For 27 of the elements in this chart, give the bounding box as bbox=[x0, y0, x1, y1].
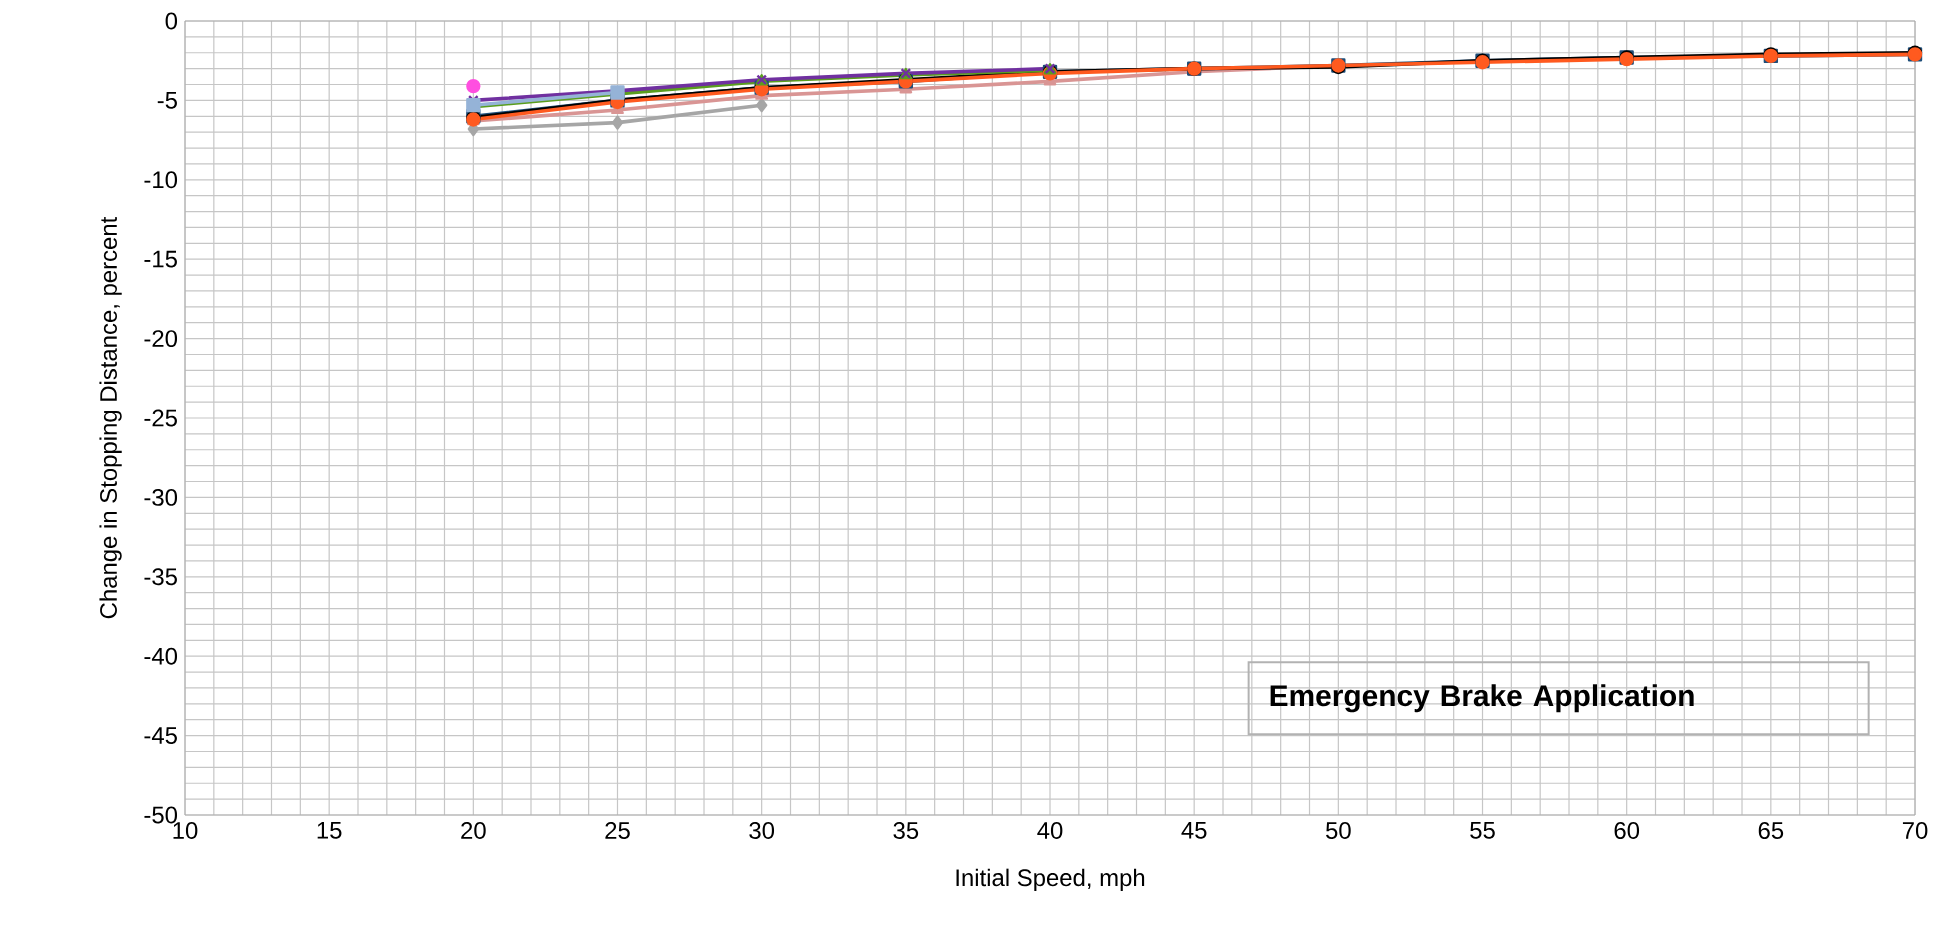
y-tick-label: -15 bbox=[144, 250, 177, 268]
y-tick-label: -20 bbox=[144, 330, 178, 348]
y-tick-label: -35 bbox=[144, 568, 177, 586]
x-tick-label: 40 bbox=[1037, 822, 1063, 839]
x-tick-label: 45 bbox=[1181, 822, 1207, 839]
x-tick-label: 70 bbox=[1902, 822, 1928, 839]
y-tick-label: -50 bbox=[144, 806, 178, 824]
y-tick-label: -25 bbox=[144, 409, 177, 427]
x-axis-title: Initial Speed, mph bbox=[956, 868, 1145, 891]
x-tick-label: 20 bbox=[461, 822, 486, 839]
x-tick-label: 50 bbox=[1326, 822, 1351, 839]
x-tick-label: 60 bbox=[1614, 822, 1640, 839]
x-tick-label: 25 bbox=[605, 822, 630, 839]
annotation: Emergency Brake Application bbox=[1270, 684, 1694, 713]
x-tick-label: 10 bbox=[173, 822, 198, 839]
x-tick-label: 15 bbox=[317, 822, 342, 839]
y-tick-label: 0 bbox=[165, 12, 178, 30]
y-tick-label: -45 bbox=[144, 727, 177, 744]
x-tick-label: 55 bbox=[1470, 822, 1495, 839]
y-axis-title: Change in Stopping Distance, percent bbox=[99, 216, 122, 619]
x-tick-label: 30 bbox=[749, 822, 775, 839]
x-tick-label: 35 bbox=[893, 822, 919, 839]
y-tick-label: -40 bbox=[144, 647, 178, 665]
y-tick-label: -5 bbox=[157, 92, 177, 109]
y-tick-label: -30 bbox=[144, 488, 178, 506]
x-tick-label: 65 bbox=[1758, 822, 1784, 839]
y-tick-label: -10 bbox=[144, 171, 178, 189]
